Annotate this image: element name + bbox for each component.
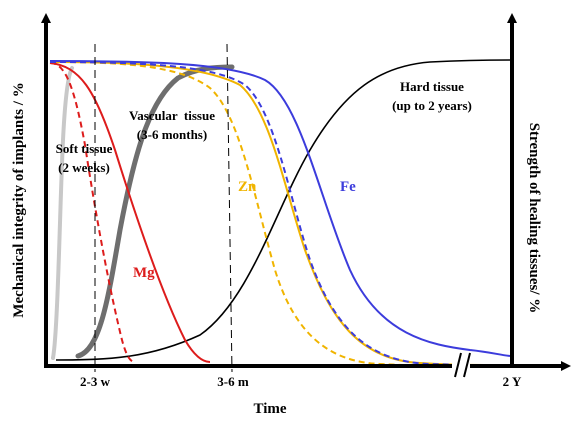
x-axis-label: Time — [253, 401, 286, 417]
x-tick-2-3w: 2-3 w — [80, 374, 111, 389]
soft-tissue-curve — [51, 66, 74, 360]
healing-curves — [51, 59, 511, 361]
x-tick-3-6m: 3-6 m — [217, 374, 249, 389]
x-tick-2y: 2 Y — [503, 374, 522, 389]
soft-tissue-line-1: Soft tissue — [56, 141, 113, 156]
vascular-tissue-line-1: Vascular tissue — [129, 108, 215, 123]
annotation-soft-tissue: Soft tissue (2 weeks) — [56, 141, 113, 175]
series-label-fe: Fe — [340, 179, 356, 195]
right-y-axis-label: Strength of healing tissues/ % — [526, 123, 542, 314]
hard-tissue-line-2: (up to 2 years) — [392, 98, 472, 113]
mg-solid-curve — [49, 62, 211, 363]
vascular-tissue-line-2: (3-6 months) — [137, 127, 207, 142]
fe-dashed-curve — [49, 61, 491, 366]
left-y-axis-label: Mechanical integrity of implants / % — [11, 82, 27, 317]
hard-tissue-line-1: Hard tissue — [400, 79, 464, 94]
series-label-zn: Zn — [238, 179, 257, 195]
mg-dashed-curve — [49, 62, 136, 363]
soft-tissue-line-2: (2 weeks) — [58, 160, 110, 175]
fe-solid-curve — [49, 60, 511, 357]
series-label-mg: Mg — [133, 265, 155, 281]
guide-line-3-6m — [226, 43, 233, 373]
axis-break-icon — [452, 352, 471, 378]
zn-solid-curve — [49, 61, 486, 366]
annotation-hard-tissue: Hard tissue (up to 2 years) — [392, 79, 472, 113]
vascular-tissue-curve — [75, 64, 235, 359]
hard-tissue-curve — [55, 59, 511, 361]
annotation-vascular-tissue: Vascular tissue (3-6 months) — [129, 108, 215, 142]
